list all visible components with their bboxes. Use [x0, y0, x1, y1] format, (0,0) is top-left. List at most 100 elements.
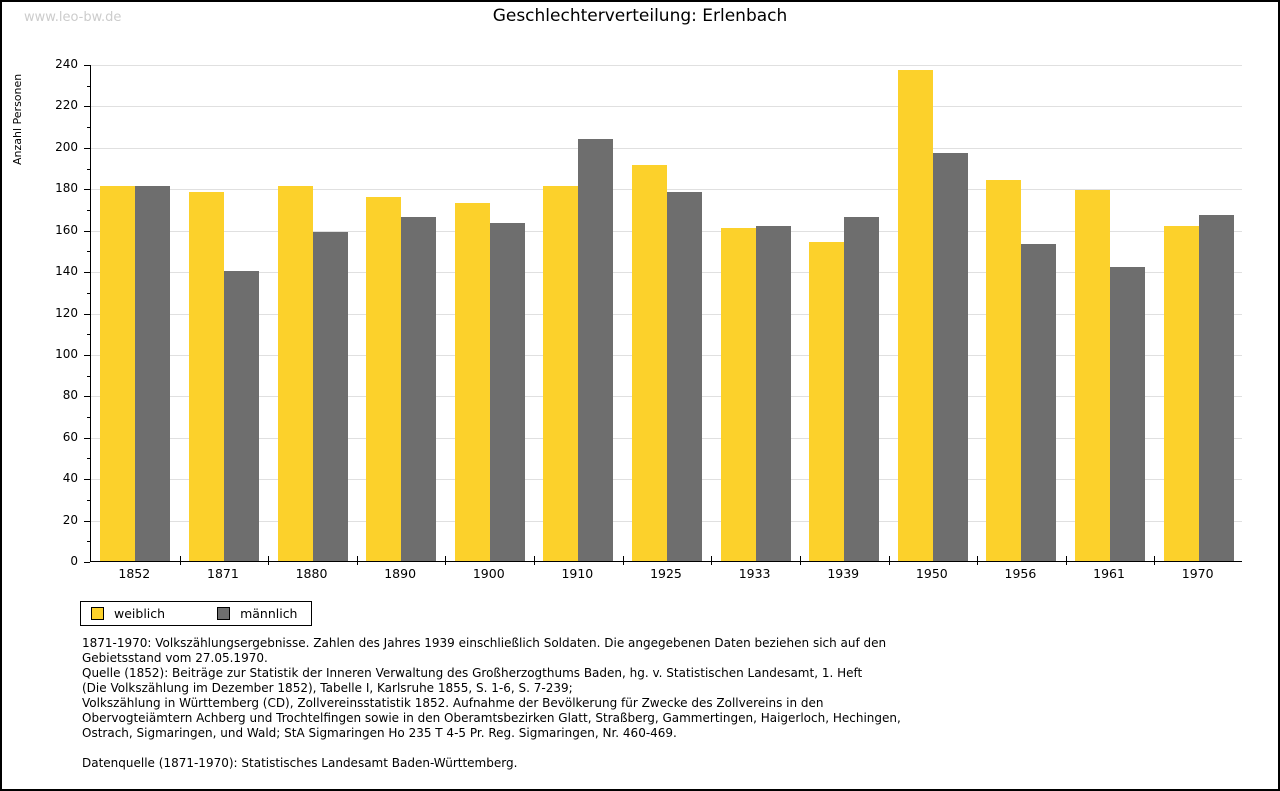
bar-männlich-1900: [489, 223, 525, 561]
y-tick-label-20: 20: [62, 512, 78, 527]
x-category-label-1970: 1970: [1181, 566, 1214, 581]
bar-männlich-1880: [312, 231, 348, 561]
gridline-220: [91, 106, 1242, 108]
y-tick-label-240: 240: [55, 57, 78, 71]
y-tick-180: [84, 189, 90, 191]
x-boundary-tick: [711, 556, 713, 565]
bar-weiblich-1956: [986, 179, 1022, 561]
legend-item-weiblich: weiblich: [91, 606, 165, 621]
y-tick-20: [84, 520, 90, 522]
bar-männlich-1939: [844, 217, 880, 561]
bar-männlich-1871: [223, 271, 259, 561]
y-tick-label-40: 40: [62, 471, 78, 486]
legend-label-maennlich: männlich: [240, 606, 298, 621]
y-tick-210: [87, 127, 90, 129]
bar-weiblich-1933: [720, 227, 756, 561]
y-tick-label-200: 200: [55, 139, 78, 154]
x-boundary-tick: [445, 556, 447, 565]
y-tick-30: [87, 499, 90, 501]
footnote-line: 1871-1970: Volkszählungsergebnisse. Zahl…: [82, 636, 887, 650]
footnotes: 1871-1970: Volkszählungsergebnisse. Zahl…: [82, 636, 901, 771]
x-category-label-1852: 1852: [118, 566, 151, 581]
bar-weiblich-1852: [100, 186, 136, 561]
x-axis: 1852 1871 1880 1890 1900 1910 1925 1933 1939 1950…: [90, 566, 1242, 584]
bar-weiblich-1970: [1163, 225, 1199, 561]
x-boundary-tick: [977, 556, 979, 565]
datasource-line: Datenquelle (1871-1970): Statistisches L…: [82, 756, 518, 770]
y-tick-130: [87, 292, 90, 294]
y-tick-label-100: 100: [55, 346, 78, 361]
y-tick-label-220: 220: [55, 98, 78, 113]
y-tick-label-160: 160: [55, 222, 78, 237]
footnote-line: Obervogteiämtern Achberg und Trochtelfin…: [82, 711, 901, 725]
y-tick-70: [87, 417, 90, 419]
bar-männlich-1970: [1198, 215, 1234, 561]
maennlich-swatch-icon: [217, 607, 231, 620]
gridline-240: [91, 65, 1242, 66]
footnote-line: (Die Volkszählung im Dezember 1852), Tab…: [82, 681, 573, 695]
bar-männlich-1910: [578, 138, 614, 561]
y-tick-label-60: 60: [62, 429, 78, 444]
x-category-label-1871: 1871: [207, 566, 239, 581]
bar-männlich-1956: [1021, 244, 1057, 561]
plot-area: [90, 65, 1242, 565]
bar-weiblich-1939: [809, 242, 845, 561]
x-boundary-tick: [1154, 556, 1156, 565]
x-boundary-tick: [1065, 556, 1067, 565]
bar-weiblich-1900: [454, 202, 490, 561]
bar-weiblich-1890: [366, 196, 402, 561]
y-tick-label-140: 140: [55, 264, 78, 279]
bar-männlich-1852: [135, 186, 171, 561]
legend: weiblich männlich: [80, 601, 313, 626]
legend-label-weiblich: weiblich: [114, 606, 166, 621]
x-category-label-1925: 1925: [650, 566, 682, 581]
x-category-label-1900: 1900: [472, 566, 505, 581]
x-category-label-1890: 1890: [384, 566, 417, 581]
y-tick-170: [87, 209, 90, 211]
x-boundary-tick: [268, 556, 270, 565]
bar-weiblich-1961: [1075, 190, 1111, 561]
y-tick-120: [84, 313, 90, 315]
y-tick-50: [87, 458, 90, 460]
bar-männlich-1925: [667, 192, 702, 561]
x-category-label-1939: 1939: [827, 566, 860, 581]
y-tick-label-120: 120: [55, 305, 78, 320]
gridline-200: [91, 147, 1242, 149]
x-boundary-tick: [888, 556, 890, 565]
bar-männlich-1933: [755, 225, 791, 561]
y-tick-230: [87, 85, 90, 87]
bar-männlich-1890: [401, 217, 437, 561]
weiblich-swatch-icon: [91, 607, 104, 620]
y-tick-200: [84, 147, 90, 149]
footnote-line: Volkszählung in Württemberg (CD), Zollve…: [82, 696, 824, 710]
x-category-label-1933: 1933: [738, 566, 771, 581]
x-boundary-tick: [799, 556, 801, 565]
x-boundary-tick: [622, 556, 624, 565]
x-boundary-tick: [534, 556, 536, 565]
x-category-label-1910: 1910: [561, 566, 594, 581]
y-axis: 0 20 40 60 80 100 120 140 160 180 200 220 240: [2, 57, 90, 568]
y-tick-150: [87, 251, 90, 253]
watermark: www.leo-bw.de: [24, 10, 122, 25]
y-tick-10: [87, 541, 90, 543]
y-tick-220: [84, 106, 90, 108]
bar-weiblich-1925: [632, 165, 667, 561]
footnote-line: Ostrach, Sigmaringen, und Wald; StA Sigm…: [82, 726, 677, 740]
bar-weiblich-1910: [543, 186, 579, 561]
footnote-line: Quelle (1852): Beiträge zur Statistik de…: [82, 666, 863, 680]
x-boundary-tick: [356, 556, 358, 565]
x-category-label-1956: 1956: [1004, 566, 1037, 581]
footnote-line: Gebietsstand vom 27.05.1970.: [82, 651, 268, 665]
y-tick-90: [87, 375, 90, 377]
y-tick-110: [87, 334, 90, 336]
x-category-label-1961: 1961: [1093, 566, 1125, 581]
y-tick-0: [84, 562, 90, 563]
y-tick-label-180: 180: [55, 181, 78, 196]
x-category-label-1880: 1880: [295, 566, 328, 581]
bar-weiblich-1871: [188, 192, 224, 561]
y-tick-100: [84, 354, 90, 356]
chart-title: Geschlechterverteilung: Erlenbach: [492, 6, 788, 26]
bar-weiblich-1950: [897, 70, 933, 561]
bar-männlich-1950: [932, 153, 968, 561]
